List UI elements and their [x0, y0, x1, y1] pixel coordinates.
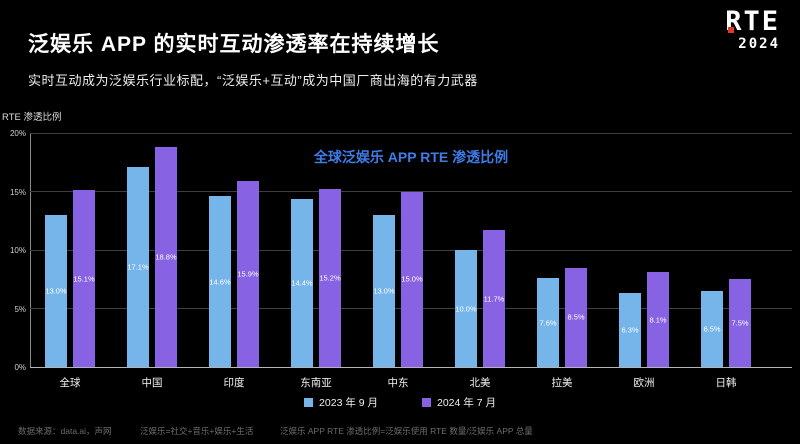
definition-note-2: 泛娱乐 APP RTE 渗透比例=泛娱乐使用 RTE 数量/泛娱乐 APP 总量 — [280, 426, 533, 436]
category-label-全球: 全球 — [59, 377, 81, 389]
definition-note-1: 泛娱乐=社交+音乐+娱乐+生活 — [140, 426, 254, 436]
category-label-北美: 北美 — [469, 377, 491, 389]
bar-中东-2023 年 9 月: 13.0% — [373, 214, 395, 367]
plot-area: 13.0% 15.1% 全球 17.1% 18.8% 中国 14.6% 15.9% 印度 14.4… — [30, 132, 792, 389]
bar-value-label: 18.8% — [155, 252, 177, 262]
bar-value-label: 15.2% — [319, 273, 341, 283]
rte-logo-text: RTE — [725, 6, 780, 37]
y-tick: 0% — [14, 363, 26, 372]
bar-value-label: 10.0% — [455, 304, 477, 313]
bar-value-label: 14.4% — [291, 278, 313, 288]
bar-value-label: 8.1% — [649, 315, 667, 325]
bar-value-label: 7.6% — [539, 318, 557, 328]
category-label-印度: 印度 — [223, 377, 245, 389]
bar-北美-2024 年 7 月: 11.7% — [483, 230, 505, 367]
bar-北美-2023 年 9 月: 10.0% — [455, 250, 477, 367]
logo-red-pixel — [728, 27, 735, 33]
legend-swatch — [422, 398, 431, 407]
bar-value-label: 15.0% — [401, 274, 423, 284]
bar-拉美-2023 年 9 月: 7.6% — [537, 278, 559, 367]
bar-value-label: 17.1% — [127, 262, 149, 272]
bar-印度-2024 年 7 月: 15.9% — [237, 180, 259, 367]
category-label-中国: 中国 — [141, 377, 163, 389]
bar-欧洲-2023 年 9 月: 6.3% — [619, 293, 641, 367]
bar-中国-2023 年 9 月: 17.1% — [127, 166, 149, 367]
category-label-欧洲: 欧洲 — [633, 377, 655, 389]
bar-value-label: 8.5% — [567, 312, 585, 322]
bar-value-label: 6.3% — [621, 325, 639, 335]
bar-欧洲-2024 年 7 月: 8.1% — [647, 272, 669, 367]
bar-value-label: 13.0% — [45, 286, 67, 296]
legend: 2023 年 9 月 2024 年 7 月 — [0, 395, 800, 410]
bar-value-label: 15.9% — [237, 269, 259, 279]
legend-item-2024 年 7 月: 2024 年 7 月 — [422, 395, 496, 410]
gridline — [30, 132, 792, 134]
bar-全球-2024 年 7 月: 15.1% — [73, 190, 95, 367]
category-label-东南亚: 东南亚 — [300, 377, 332, 389]
bar-value-label: 6.5% — [703, 324, 721, 334]
legend-label: 2023 年 9 月 — [319, 397, 378, 409]
rte-2024-logo: RTE 2024 — [725, 8, 780, 51]
page-subtitle: 实时互动成为泛娱乐行业标配，“泛娱乐+互动”成为中国厂商出海的有力武器 — [28, 73, 478, 88]
bar-value-label: 13.0% — [373, 286, 395, 296]
y-tick: 15% — [9, 187, 26, 197]
bar-value-label: 7.5% — [731, 318, 749, 328]
y-tick: 10% — [9, 246, 26, 255]
category-label-中东: 中东 — [387, 377, 409, 389]
logo-year-text: 2024 — [738, 36, 780, 52]
category-label-拉美: 拉美 — [551, 377, 573, 389]
bar-日韩-2023 年 9 月: 6.5% — [701, 290, 723, 367]
bar-中国-2024 年 7 月: 18.8% — [155, 147, 177, 367]
bar-value-label: 14.6% — [209, 277, 231, 287]
bar-value-label: 15.1% — [73, 274, 95, 284]
bar-日韩-2024 年 7 月: 7.5% — [729, 279, 751, 367]
bar-全球-2023 年 9 月: 13.0% — [45, 214, 67, 367]
data-source-note: 数据来源：data.ai，声网 — [18, 426, 112, 436]
y-tick: 5% — [14, 304, 26, 314]
bar-印度-2023 年 9 月: 14.6% — [209, 196, 231, 367]
bar-拉美-2024 年 7 月: 8.5% — [565, 267, 587, 367]
bar-中东-2024 年 7 月: 15.0% — [401, 191, 423, 367]
bar-chart: RTE 渗透比例 全球泛娱乐 APP RTE 渗透比例 13.0% 15.1% 全球… — [0, 105, 800, 415]
x-axis-line — [30, 366, 792, 368]
category-label-日韩: 日韩 — [715, 377, 737, 389]
chart-title: 全球泛娱乐 APP RTE 渗透比例 — [313, 149, 509, 165]
page-title: 泛娱乐 APP 的实时互动渗透率在持续增长 — [28, 33, 440, 56]
legend-item-2023 年 9 月: 2023 年 9 月 — [304, 395, 378, 410]
bar-value-label: 11.7% — [483, 294, 505, 304]
footer: 数据来源：data.ai，声网 泛娱乐=社交+音乐+娱乐+生活 泛娱乐 APP … — [0, 425, 800, 439]
legend-label: 2024 年 7 月 — [437, 397, 496, 409]
legend-swatch — [304, 398, 314, 407]
y-axis-label: RTE 渗透比例 — [2, 112, 62, 123]
bar-东南亚-2023 年 9 月: 14.4% — [291, 198, 313, 367]
bar-东南亚-2024 年 7 月: 15.2% — [319, 189, 341, 367]
y-tick: 20% — [9, 129, 26, 138]
